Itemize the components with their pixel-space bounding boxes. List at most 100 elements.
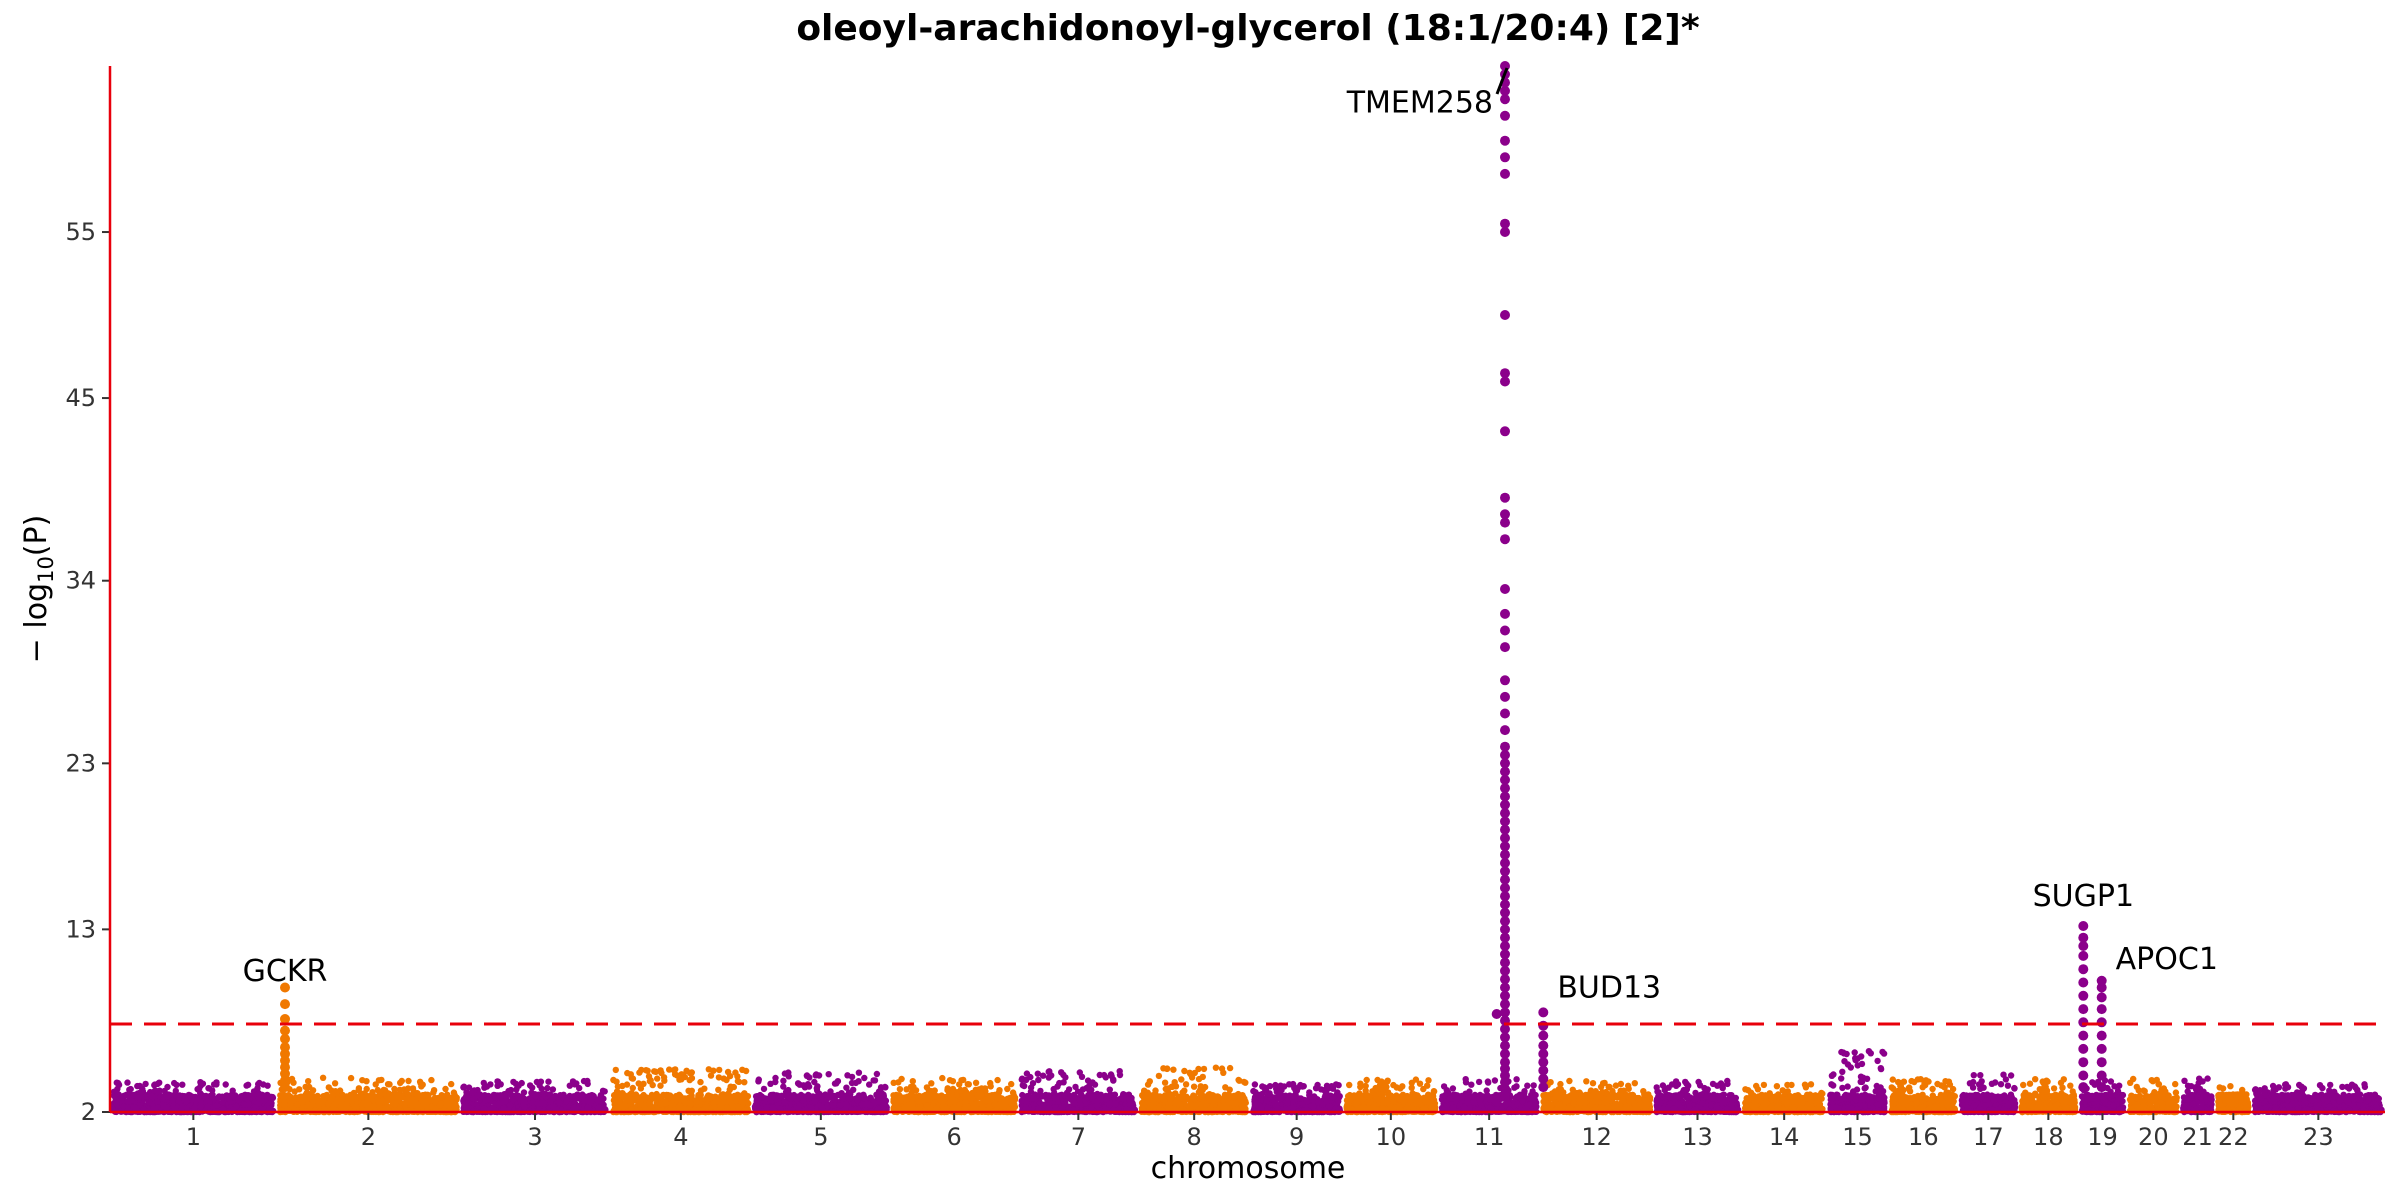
- snp-point: [142, 1080, 149, 1088]
- snp-point: [752, 1093, 760, 1100]
- snp-point: [716, 1066, 723, 1074]
- snp-point: [1008, 1099, 1015, 1107]
- snp-point: [951, 1097, 958, 1104]
- snp-point: [635, 1080, 642, 1087]
- snp-point: [972, 1101, 980, 1108]
- snp-point: [235, 1096, 242, 1104]
- snp-point: [986, 1097, 993, 1105]
- snp-point: [931, 1087, 938, 1094]
- snp-point: [767, 1080, 774, 1088]
- snp-point: [469, 1095, 477, 1102]
- snp-point: [981, 1085, 989, 1092]
- snp-point: [836, 1102, 843, 1109]
- snp-point: [704, 1095, 711, 1103]
- snp-point: [240, 1101, 248, 1109]
- snp-point: [266, 1105, 274, 1112]
- snp-point: [712, 1093, 719, 1100]
- snp-point: [795, 1093, 803, 1100]
- snp-point: [254, 1085, 261, 1092]
- snp-point: [224, 1094, 231, 1101]
- snp-point: [772, 1074, 779, 1082]
- snp-point: [855, 1069, 863, 1076]
- snp-point: [724, 1068, 732, 1076]
- snp-point: [931, 1092, 939, 1100]
- snp-point: [838, 1093, 846, 1100]
- snp-point: [769, 1104, 777, 1111]
- snp-point: [469, 1089, 476, 1096]
- snp-point: [890, 1092, 897, 1099]
- snp-point: [584, 1104, 591, 1111]
- snp-point: [662, 1099, 670, 1107]
- snp-point: [687, 1101, 694, 1108]
- snp-point: [398, 1077, 405, 1085]
- snp-point: [175, 1097, 183, 1105]
- snp-point: [309, 1093, 316, 1100]
- snp-point: [489, 1104, 497, 1111]
- snp-point: [780, 1077, 787, 1085]
- snp-point: [668, 1100, 676, 1108]
- snp-point: [205, 1085, 212, 1092]
- snp-point: [555, 1099, 563, 1107]
- snp-point: [428, 1103, 435, 1110]
- snp-point: [215, 1093, 223, 1100]
- snp-point: [870, 1077, 877, 1084]
- snp-point: [419, 1092, 426, 1099]
- snp-point: [861, 1074, 868, 1082]
- snp-point: [111, 1093, 118, 1100]
- snp-point: [290, 1079, 297, 1086]
- snp-point: [697, 1078, 704, 1086]
- snp-point: [359, 1077, 366, 1084]
- snp-point: [915, 1098, 922, 1105]
- snp-point: [632, 1094, 639, 1101]
- snp-point: [450, 1102, 458, 1110]
- snp-point: [241, 1091, 249, 1099]
- snp-point: [946, 1077, 954, 1084]
- snp-point: [957, 1086, 964, 1094]
- snp-point: [532, 1093, 539, 1100]
- snp-point: [859, 1101, 866, 1109]
- snp-point: [910, 1083, 917, 1091]
- snp-point: [339, 1091, 346, 1099]
- snp-point: [319, 1074, 327, 1082]
- snp-point: [196, 1084, 203, 1092]
- snp-point: [448, 1094, 455, 1102]
- snp-point: [428, 1076, 435, 1084]
- snp-point: [781, 1099, 788, 1106]
- snp-point: [437, 1102, 444, 1109]
- snp-point: [573, 1091, 581, 1099]
- snp-point: [570, 1104, 577, 1111]
- snp-point: [416, 1078, 424, 1086]
- snp-point: [686, 1076, 693, 1084]
- snp-point: [352, 1095, 360, 1103]
- snp-point: [703, 1103, 710, 1110]
- snp-point: [644, 1067, 651, 1075]
- snp-point: [715, 1086, 722, 1094]
- snp-point: [151, 1082, 158, 1089]
- snp-point: [549, 1095, 557, 1102]
- snp-point: [992, 1093, 999, 1100]
- snp-point: [401, 1101, 408, 1109]
- snp-point: [163, 1104, 170, 1112]
- snp-point: [896, 1086, 904, 1093]
- snp-point: [129, 1097, 136, 1104]
- snp-point: [903, 1086, 910, 1093]
- snp-point: [500, 1104, 507, 1112]
- snp-point: [855, 1078, 862, 1085]
- snp-point: [629, 1084, 636, 1092]
- snp-point: [330, 1102, 338, 1110]
- snp-point: [978, 1092, 985, 1099]
- snp-point: [614, 1105, 622, 1112]
- snp-point: [506, 1102, 514, 1109]
- snp-point: [783, 1092, 790, 1100]
- chromosome-points: [460, 1077, 609, 1116]
- snp-point: [505, 1087, 512, 1095]
- snp-point: [893, 1101, 900, 1108]
- snp-point: [430, 1097, 438, 1104]
- snp-point: [845, 1095, 852, 1102]
- snp-point: [923, 1084, 931, 1091]
- snp-point: [636, 1069, 643, 1076]
- snp-point: [726, 1096, 734, 1103]
- snp-point: [597, 1092, 605, 1100]
- snp-point: [191, 1104, 199, 1111]
